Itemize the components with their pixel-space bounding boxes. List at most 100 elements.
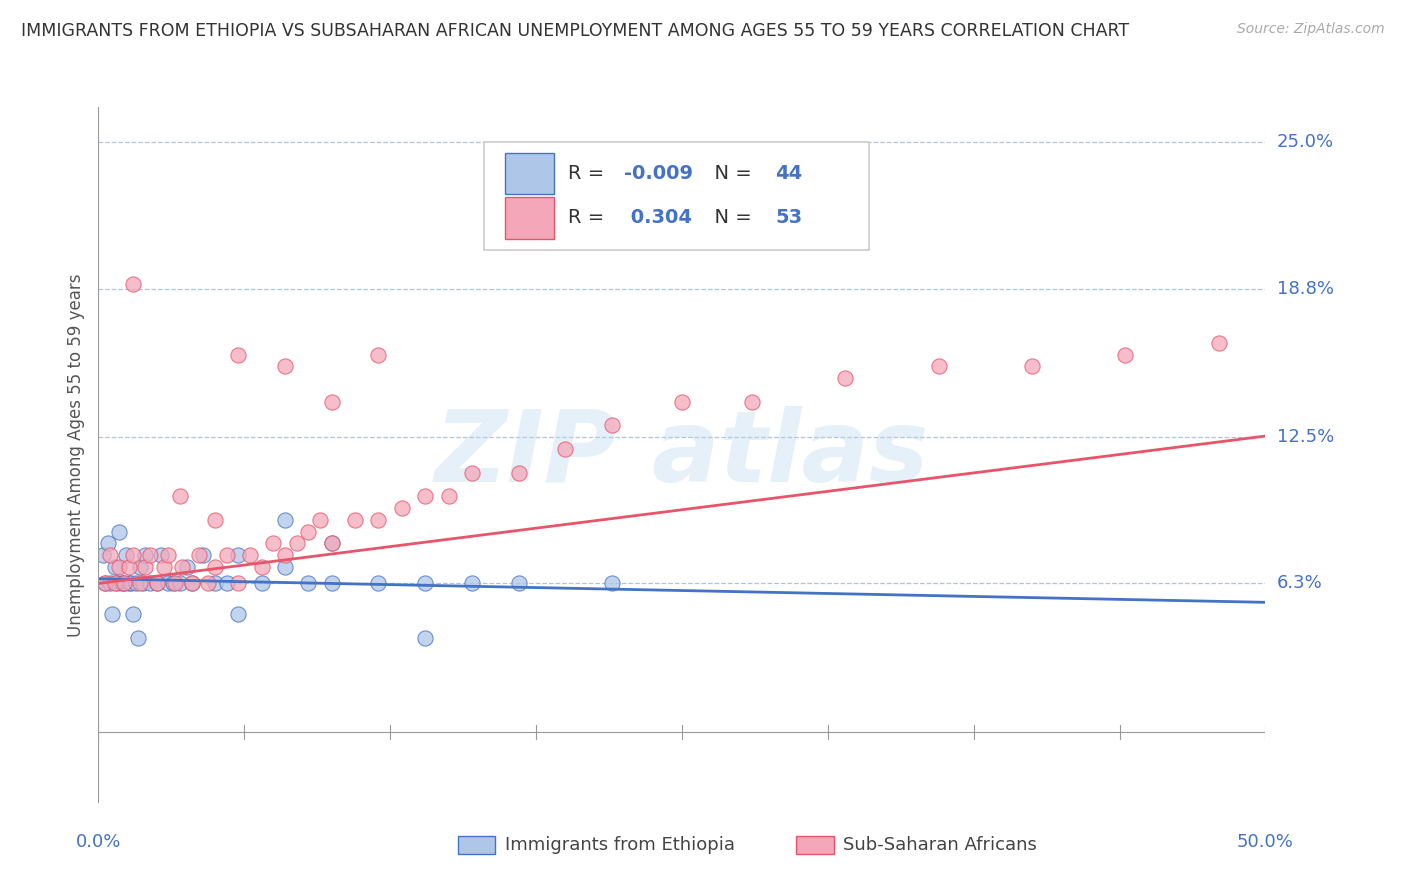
Point: [134, 560, 156, 574]
Point: [120, 576, 142, 591]
Point: [228, 548, 250, 562]
Point: [132, 576, 155, 591]
Point: [97, 536, 120, 550]
Text: N =: N =: [702, 164, 758, 183]
FancyBboxPatch shape: [458, 836, 495, 855]
FancyBboxPatch shape: [484, 142, 869, 250]
Point: [1021, 359, 1043, 374]
Point: [105, 576, 128, 591]
Point: [122, 277, 145, 291]
Point: [169, 489, 191, 503]
Text: 44: 44: [775, 164, 803, 183]
Point: [215, 548, 238, 562]
Point: [118, 560, 141, 574]
Point: [204, 576, 226, 591]
Point: [228, 607, 250, 621]
Text: -0.009: -0.009: [624, 164, 693, 183]
Point: [1208, 335, 1230, 350]
Text: N =: N =: [702, 209, 758, 227]
Point: [274, 548, 297, 562]
Point: [321, 576, 343, 591]
Point: [122, 607, 145, 621]
Point: [139, 576, 162, 591]
Point: [197, 576, 219, 591]
Point: [157, 576, 180, 591]
Point: [671, 395, 693, 409]
Point: [108, 524, 131, 539]
Text: 12.5%: 12.5%: [1277, 428, 1334, 446]
Text: 25.0%: 25.0%: [1277, 134, 1334, 152]
Point: [180, 576, 202, 591]
Point: [139, 548, 162, 562]
Point: [600, 418, 623, 433]
Text: R =: R =: [568, 164, 610, 183]
Point: [125, 576, 148, 591]
Point: [274, 513, 297, 527]
Point: [129, 560, 152, 574]
Point: [274, 359, 297, 374]
Text: ZIP atlas: ZIP atlas: [434, 407, 929, 503]
Text: IMMIGRANTS FROM ETHIOPIA VS SUBSAHARAN AFRICAN UNEMPLOYMENT AMONG AGES 55 TO 59 : IMMIGRANTS FROM ETHIOPIA VS SUBSAHARAN A…: [21, 22, 1129, 40]
Point: [391, 500, 413, 515]
Point: [112, 576, 135, 591]
Point: [176, 560, 198, 574]
Point: [367, 348, 389, 362]
Point: [98, 548, 121, 562]
Point: [172, 560, 194, 574]
Point: [834, 371, 856, 385]
Point: [193, 548, 215, 562]
Point: [104, 576, 127, 591]
Point: [157, 548, 180, 562]
Point: [413, 631, 436, 645]
Point: [165, 576, 187, 591]
Point: [461, 576, 484, 591]
Point: [437, 489, 460, 503]
Point: [108, 560, 131, 574]
Text: 6.3%: 6.3%: [1277, 574, 1322, 592]
Point: [554, 442, 576, 456]
Point: [204, 513, 226, 527]
Point: [508, 466, 530, 480]
Point: [928, 359, 950, 374]
Point: [239, 548, 262, 562]
Point: [344, 513, 367, 527]
Point: [413, 576, 436, 591]
Point: [297, 524, 319, 539]
FancyBboxPatch shape: [505, 197, 554, 238]
Point: [94, 576, 117, 591]
Point: [146, 576, 169, 591]
FancyBboxPatch shape: [796, 836, 834, 855]
Text: 0.304: 0.304: [624, 209, 692, 227]
Text: 0.0%: 0.0%: [76, 833, 121, 851]
Point: [600, 576, 623, 591]
Text: Source: ZipAtlas.com: Source: ZipAtlas.com: [1237, 22, 1385, 37]
Point: [115, 548, 138, 562]
Point: [101, 607, 124, 621]
Point: [152, 560, 174, 574]
Text: 18.8%: 18.8%: [1277, 280, 1333, 298]
Point: [309, 513, 332, 527]
Point: [204, 560, 226, 574]
Point: [262, 536, 284, 550]
Text: Immigrants from Ethiopia: Immigrants from Ethiopia: [505, 836, 734, 855]
Text: Sub-Saharan Africans: Sub-Saharan Africans: [844, 836, 1036, 855]
Point: [146, 576, 169, 591]
Point: [215, 576, 238, 591]
Point: [250, 560, 273, 574]
Point: [741, 395, 763, 409]
Text: R =: R =: [568, 209, 610, 227]
Point: [250, 576, 273, 591]
Point: [321, 395, 343, 409]
Point: [228, 348, 250, 362]
Y-axis label: Unemployment Among Ages 55 to 59 years: Unemployment Among Ages 55 to 59 years: [66, 273, 84, 637]
Point: [285, 536, 308, 550]
Point: [122, 548, 145, 562]
Text: 53: 53: [775, 209, 803, 227]
Point: [91, 548, 114, 562]
Point: [1114, 348, 1136, 362]
FancyBboxPatch shape: [505, 153, 554, 194]
Point: [150, 548, 173, 562]
Point: [321, 536, 343, 550]
Point: [180, 576, 202, 591]
Point: [297, 576, 319, 591]
